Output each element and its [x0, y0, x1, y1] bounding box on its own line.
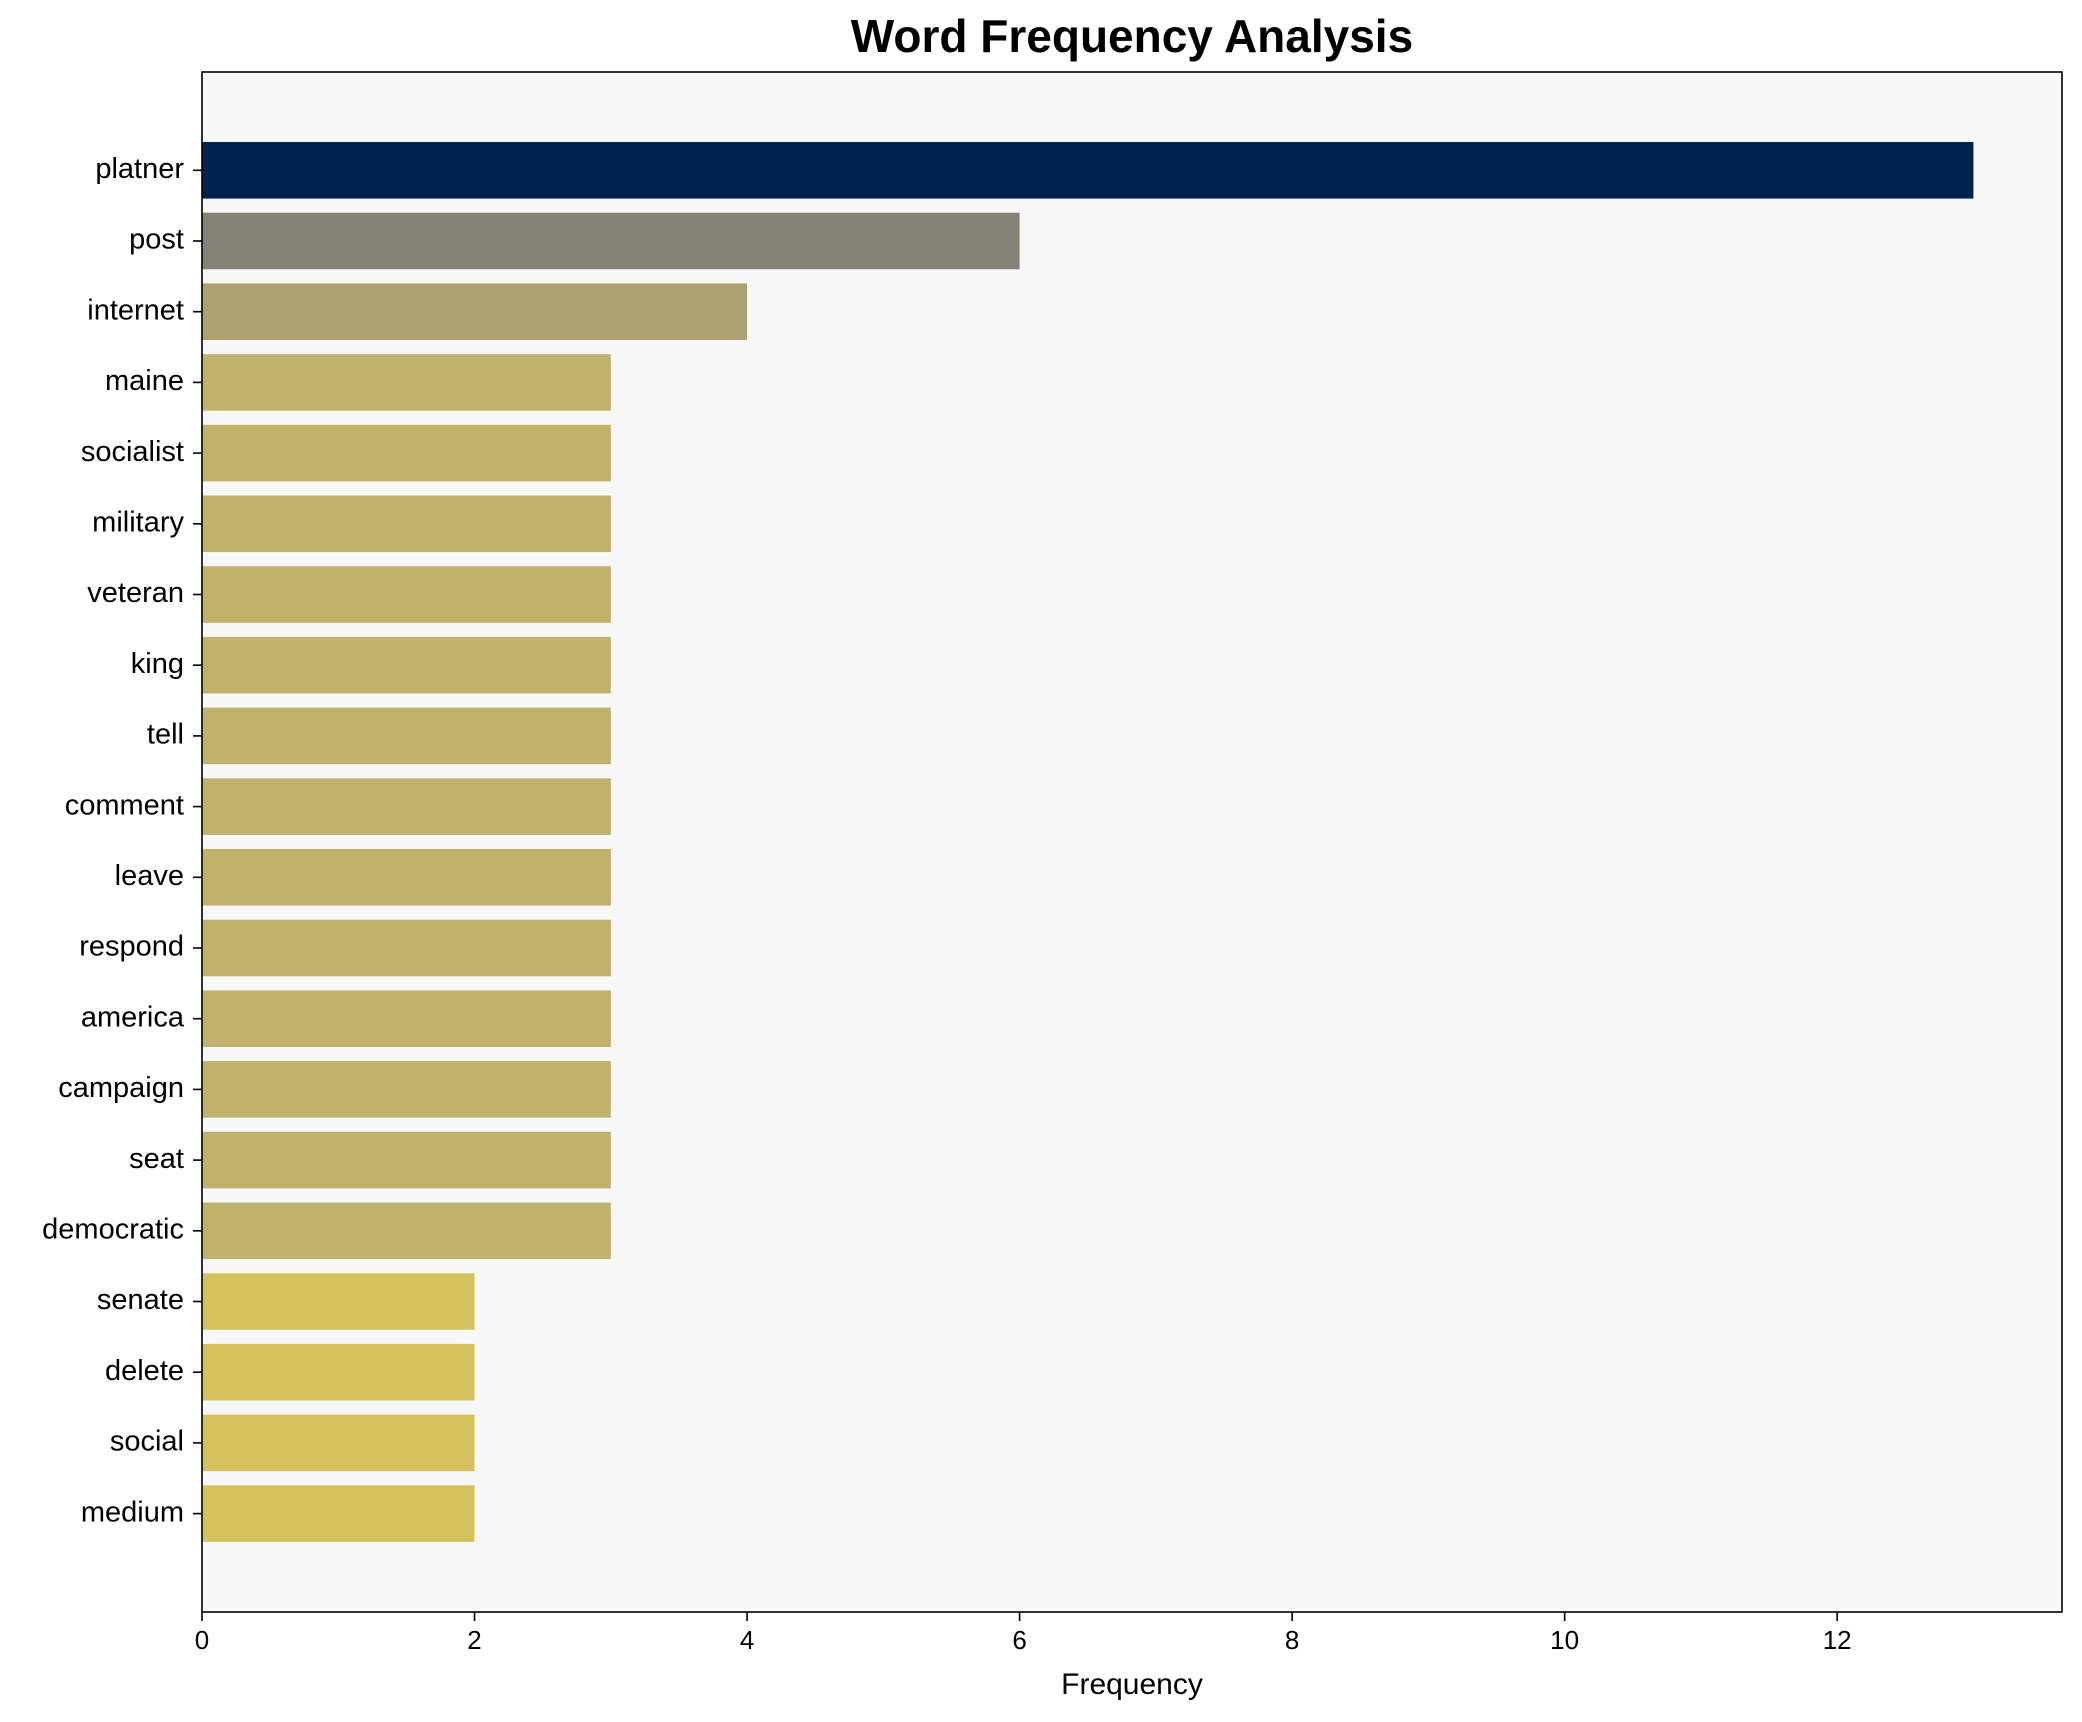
bar	[202, 212, 1020, 270]
chart-title: Word Frequency Analysis	[851, 10, 1413, 62]
bar	[202, 354, 611, 411]
y-tick-label: delete	[105, 1355, 184, 1387]
y-tick-label: medium	[81, 1496, 184, 1528]
x-tick-label: 10	[1550, 1625, 1579, 1655]
bar	[202, 1343, 475, 1401]
y-tick-label: respond	[79, 931, 184, 963]
x-tick-label: 2	[467, 1625, 481, 1655]
x-tick-label: 8	[1285, 1625, 1299, 1655]
bar	[202, 707, 611, 765]
y-tick-label: tell	[147, 719, 184, 751]
bar	[202, 142, 1974, 199]
y-tick-label: post	[129, 224, 184, 256]
y-tick-label: comment	[65, 789, 184, 821]
bar	[202, 990, 611, 1047]
bar	[202, 1414, 475, 1472]
y-tick-label: senate	[97, 1284, 184, 1316]
y-tick-label: platner	[95, 153, 184, 185]
x-tick-label: 0	[195, 1625, 209, 1655]
bar	[202, 1131, 611, 1189]
y-tick-label: internet	[87, 294, 184, 326]
bar	[202, 919, 611, 977]
plot-area	[202, 142, 1974, 1542]
y-tick-label: leave	[115, 860, 184, 892]
y-tick-label: campaign	[58, 1072, 184, 1104]
bar	[202, 566, 611, 623]
bar	[202, 495, 611, 553]
bar	[202, 283, 748, 340]
bar	[202, 1061, 611, 1118]
bar	[202, 1273, 475, 1330]
y-tick-label: maine	[105, 365, 184, 397]
x-tick-label: 12	[1823, 1625, 1852, 1655]
y-tick-label: king	[131, 648, 184, 680]
bar	[202, 778, 611, 835]
bar	[202, 1485, 475, 1542]
bar	[202, 636, 611, 694]
y-tick-label: military	[92, 506, 184, 538]
bar	[202, 1202, 611, 1260]
x-tick-label: 6	[1012, 1625, 1026, 1655]
y-tick-label: socialist	[81, 436, 184, 468]
y-tick-label: veteran	[87, 577, 184, 609]
y-tick-label: democratic	[42, 1213, 184, 1245]
y-tick-label: america	[81, 1001, 185, 1033]
y-tick-label: seat	[129, 1143, 184, 1175]
x-axis-label: Frequency	[1061, 1668, 1203, 1701]
bar	[202, 424, 611, 482]
y-tick-label: social	[110, 1426, 184, 1458]
bar	[202, 849, 611, 906]
x-tick-label: 4	[740, 1625, 754, 1655]
axes-frame	[201, 71, 2063, 1613]
